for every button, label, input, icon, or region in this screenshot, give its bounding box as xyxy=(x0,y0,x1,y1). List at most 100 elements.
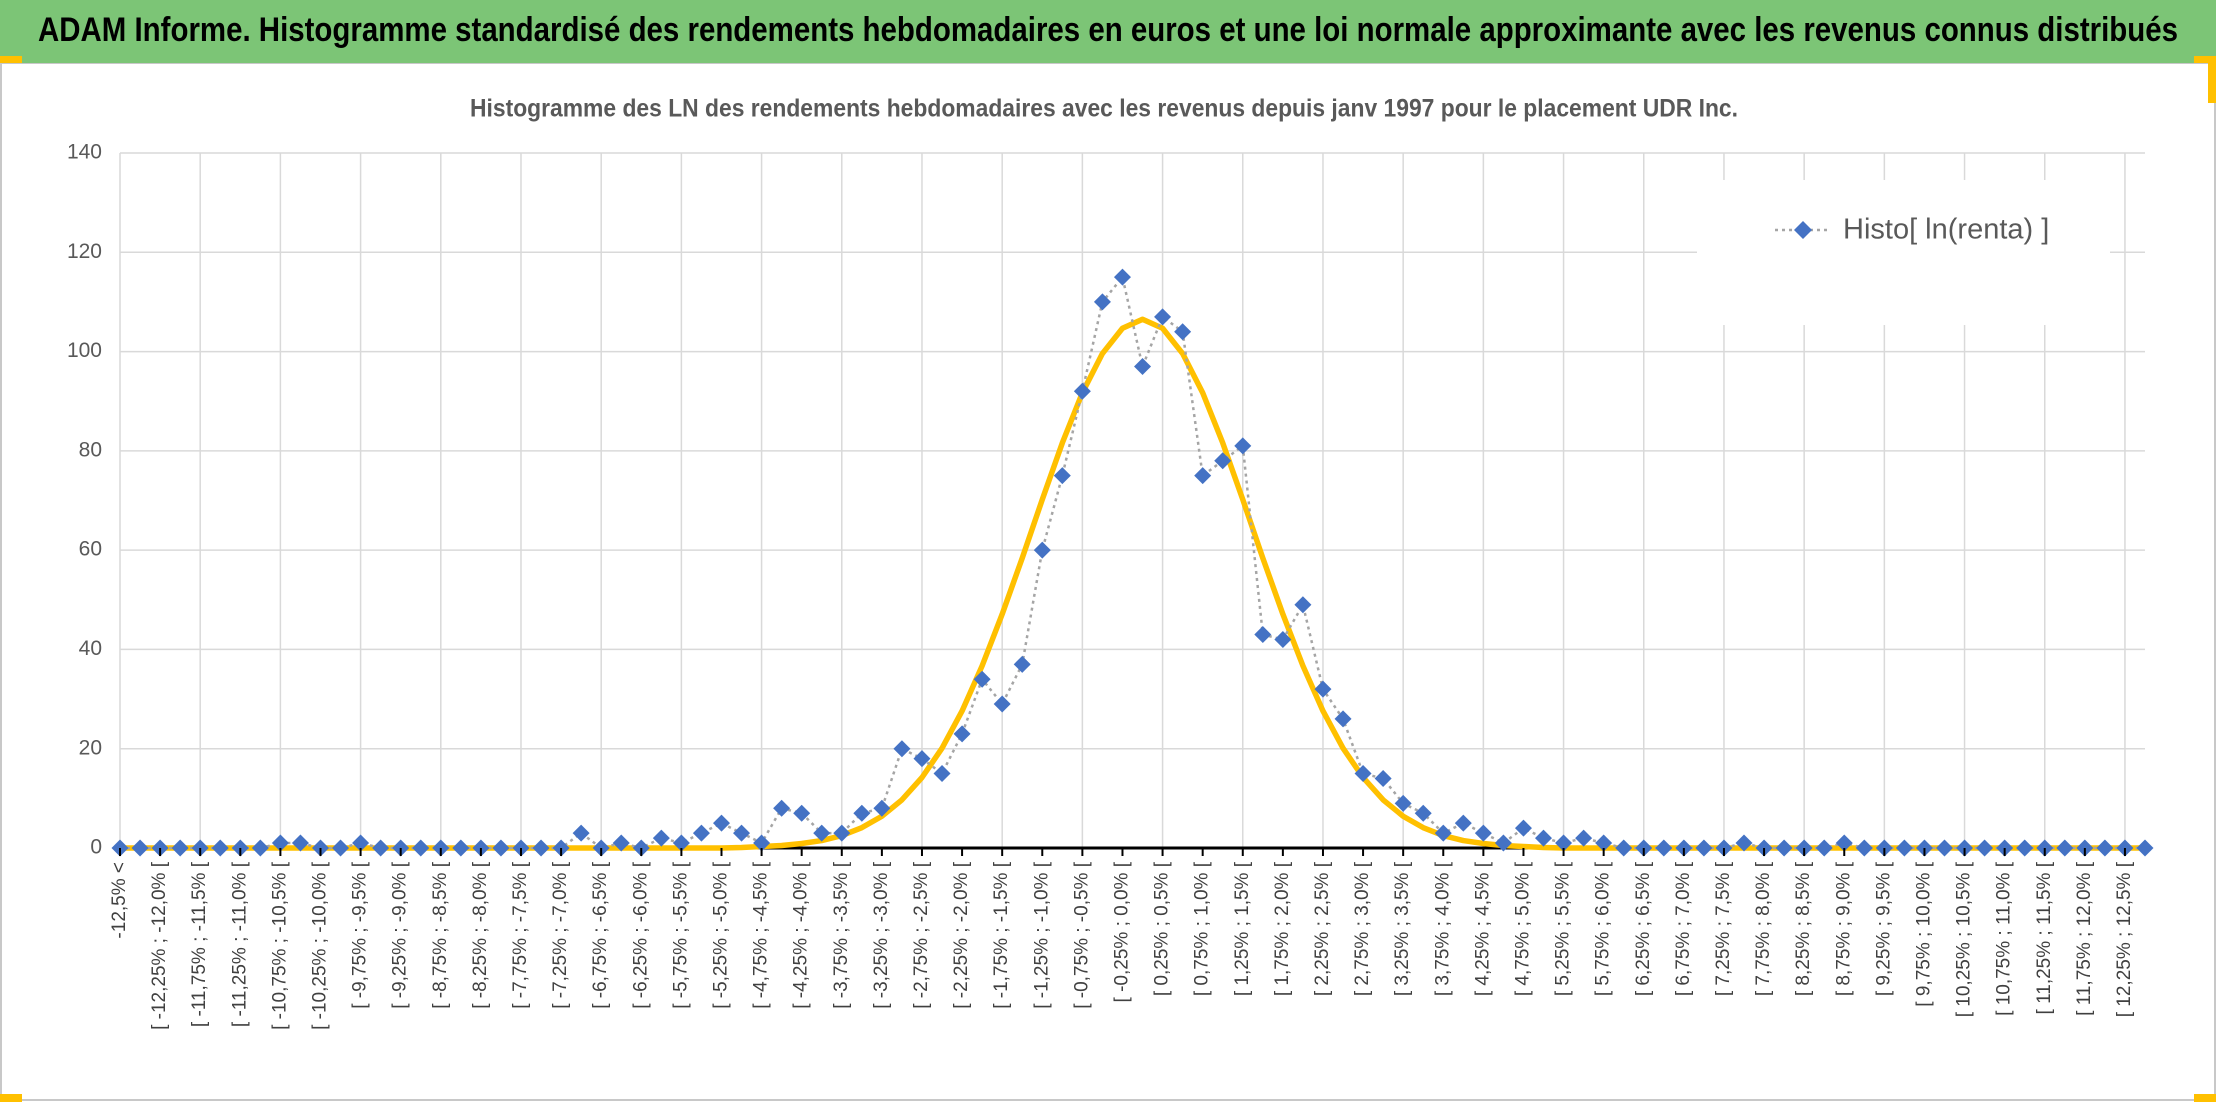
y-tick-label: 120 xyxy=(67,240,102,263)
corner xyxy=(0,56,22,63)
histo-marker xyxy=(211,839,229,857)
histo-marker xyxy=(1354,765,1372,783)
histo-marker xyxy=(1735,834,1753,852)
histo-marker xyxy=(352,834,370,852)
x-tick-label: [ 4,75% ; 5,0% [ xyxy=(1512,861,1533,996)
histo-marker xyxy=(1374,770,1392,787)
x-tick-label: [ 0,25% ; 0,5% [ xyxy=(1152,861,1173,996)
x-tick-label: [ -9,75% ; -9,5% [ xyxy=(350,861,371,1009)
x-tick-label: [ -10,25% ; -10,0% [ xyxy=(310,861,331,1030)
histo-marker xyxy=(753,834,771,852)
x-tick-label: [ -5,75% ; -5,5% [ xyxy=(670,861,691,1009)
histo-marker xyxy=(1113,268,1131,286)
corner xyxy=(0,1094,22,1102)
x-tick-label: [ -4,25% ; -4,0% [ xyxy=(791,861,812,1009)
histo-marker xyxy=(712,814,730,832)
legend-marker xyxy=(1794,221,1812,239)
x-tick-label: [ 6,25% ; 6,5% [ xyxy=(1633,861,1654,996)
histo-marker xyxy=(1314,680,1332,698)
x-tick-label: [ 10,25% ; 10,5% [ xyxy=(1954,861,1975,1017)
y-tick-label: 20 xyxy=(79,736,102,759)
x-tick-label: [ -9,25% ; -9,0% [ xyxy=(390,861,411,1009)
x-tick-label: [ -5,25% ; -5,0% [ xyxy=(711,861,732,1009)
histo-marker xyxy=(813,824,831,842)
x-axis: -12,5% < [ -12,25% ; -12,0% [[ -11,75% ; … xyxy=(109,848,2135,1030)
corner xyxy=(2194,56,2216,63)
histo-marker xyxy=(2096,839,2114,857)
x-tick-label: [ -3,75% ; -3,5% [ xyxy=(831,861,852,1009)
histo-line xyxy=(120,274,2145,850)
x-tick-label: [ -4,75% ; -4,5% [ xyxy=(751,861,772,1009)
histo-marker xyxy=(271,834,289,852)
y-tick-label: 100 xyxy=(67,339,102,362)
histo-marker xyxy=(1274,631,1292,648)
histo-marker xyxy=(1655,839,1673,857)
x-tick-label: [ -1,25% ; -1,0% [ xyxy=(1031,861,1052,1009)
y-tick-label: 0 xyxy=(90,836,102,859)
histo-marker xyxy=(1835,834,1853,852)
histo-marker xyxy=(1134,357,1152,375)
x-tick-label: [ -8,25% ; -8,0% [ xyxy=(470,861,491,1009)
y-tick-label: 140 xyxy=(67,141,102,164)
histo-marker xyxy=(692,824,710,842)
histo-marker xyxy=(1695,839,1713,857)
histo-marker xyxy=(773,799,791,817)
histo-marker xyxy=(1154,308,1172,326)
x-tick-label: [ 0,75% ; 1,0% [ xyxy=(1192,861,1213,996)
histo-marker xyxy=(492,839,510,857)
x-tick-label: [ -11,75% ; -11,5% [ xyxy=(189,861,210,1027)
histo-marker xyxy=(1535,829,1553,847)
histo-marker xyxy=(332,839,350,857)
histo-marker xyxy=(2056,839,2074,857)
x-tick-label: [ 1,25% ; 1,5% [ xyxy=(1232,861,1253,996)
x-tick-label: [ 2,25% ; 2,5% [ xyxy=(1312,861,1333,996)
histo-marker xyxy=(131,839,149,857)
x-tick-label: [ 4,25% ; 4,5% [ xyxy=(1472,861,1493,996)
histo-marker xyxy=(1053,467,1071,485)
histo-marker xyxy=(1454,814,1472,832)
x-tick-label: [ 8,25% ; 8,5% [ xyxy=(1793,861,1814,996)
y-tick-label: 80 xyxy=(79,438,102,461)
histo-marker xyxy=(1815,839,1833,857)
x-tick-label: [ -7,25% ; -7,0% [ xyxy=(550,861,571,1009)
histo-marker xyxy=(1194,467,1212,485)
histo-marker xyxy=(993,695,1011,713)
histo-marker xyxy=(1254,626,1272,644)
histo-marker xyxy=(1976,839,1994,857)
legend-label: Histo[ ln(renta) ] xyxy=(1843,214,2049,246)
histo-marker xyxy=(1294,596,1312,614)
histo-marker xyxy=(171,839,189,857)
x-tick-label: [ -10,75% ; -10,5% [ xyxy=(269,861,290,1030)
x-tick-label: [ -6,25% ; -6,0% [ xyxy=(630,861,651,1009)
histo-marker xyxy=(1033,541,1051,559)
x-tick-label: [ 1,75% ; 2,0% [ xyxy=(1272,861,1293,996)
x-tick-label: [ 12,25% ; 12,5% [ xyxy=(2114,861,2135,1017)
histo-marker xyxy=(1174,323,1192,341)
histo-marker xyxy=(913,750,931,768)
histo-marker xyxy=(1214,452,1232,470)
x-tick-label: [ 3,25% ; 3,5% [ xyxy=(1392,861,1413,996)
histo-marker xyxy=(833,824,851,842)
histo-marker xyxy=(1615,839,1633,857)
histo-marker xyxy=(1093,293,1111,311)
x-tick-label: [ -2,25% ; -2,0% [ xyxy=(951,861,972,1009)
x-tick-label: [ -11,25% ; -11,0% [ xyxy=(229,861,250,1027)
histo-marker xyxy=(2136,839,2154,857)
histo-marker xyxy=(953,725,971,743)
header-bar xyxy=(0,0,2216,63)
x-tick-label: [ 7,75% ; 8,0% [ xyxy=(1753,861,1774,996)
chart-title: Histogramme des LN des rendements hebdom… xyxy=(470,95,1738,123)
x-tick-label: [ -8,75% ; -8,5% [ xyxy=(430,861,451,1009)
histo-marker xyxy=(2016,839,2034,857)
histo-marker xyxy=(452,839,470,857)
histo-marker xyxy=(1575,829,1593,847)
histo-marker xyxy=(793,804,811,822)
x-tick-label: [ -1,75% ; -1,5% [ xyxy=(991,861,1012,1009)
x-tick-label: [ 11,75% ; 12,0% [ xyxy=(2074,861,2095,1016)
histo-marker xyxy=(1775,839,1793,857)
histo-marker xyxy=(1334,710,1352,728)
histo-marker xyxy=(291,834,309,852)
x-tick-label: [ -7,75% ; -7,5% [ xyxy=(510,861,531,1009)
x-tick-label: [ -12,25% ; -12,0% [ xyxy=(149,861,170,1030)
